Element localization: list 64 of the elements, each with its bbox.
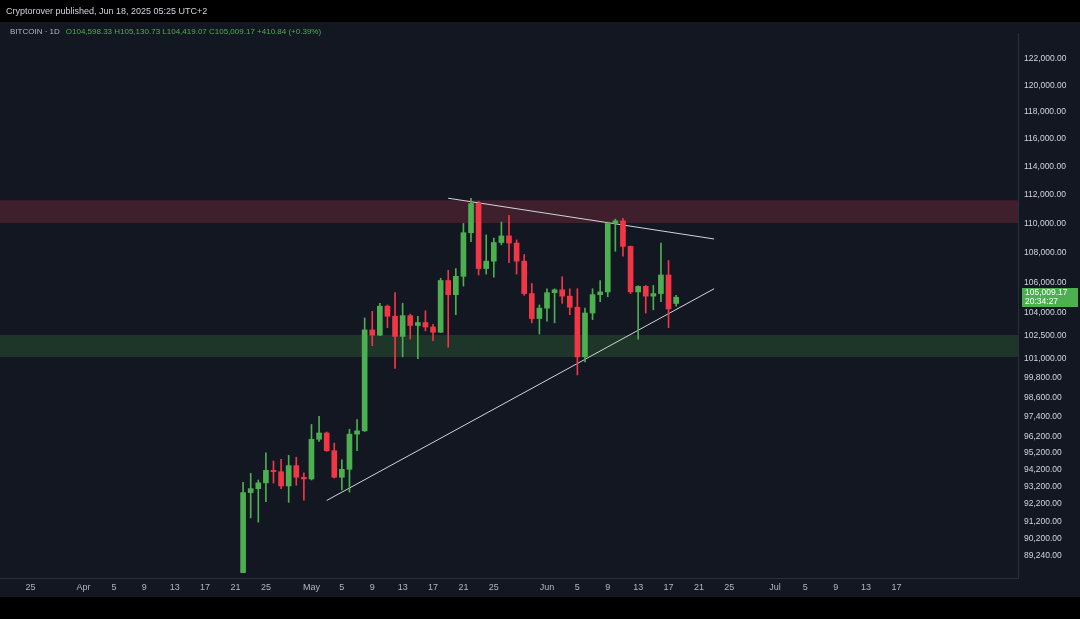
y-tick-label: 102,500.00 bbox=[1024, 330, 1067, 340]
y-tick-label: 106,000.00 bbox=[1024, 276, 1067, 287]
x-tick-label: 13 bbox=[169, 581, 180, 592]
chart-subtitle: O104,598.33 H105,130.73 L104,419.07 C105,009.17 +410.84 (+0.39%) bbox=[65, 27, 322, 36]
y-tick-label: 110,000.00 bbox=[1024, 217, 1067, 228]
x-tick-label: 21 bbox=[693, 581, 704, 592]
x-tick-label: 5 bbox=[339, 581, 345, 592]
x-tick-label: 21 bbox=[230, 581, 241, 592]
candlestick bbox=[445, 269, 452, 348]
x-tick-label: 17 bbox=[200, 581, 211, 592]
candlestick bbox=[369, 311, 376, 346]
candlestick bbox=[635, 285, 641, 340]
candlestick bbox=[506, 215, 512, 263]
candlestick bbox=[415, 315, 421, 359]
x-tick-label: 25 bbox=[488, 581, 499, 592]
x-tick-label: 5 bbox=[574, 581, 580, 592]
x-tick-label: 13 bbox=[633, 581, 644, 592]
x-tick-label: 5 bbox=[111, 581, 117, 592]
y-tick-label: 104,000.00 bbox=[1024, 306, 1067, 317]
y-tick-label: 114,000.00 bbox=[1024, 161, 1067, 172]
y-tick-label: 99,800.00 bbox=[1024, 372, 1063, 383]
y-tick-label: 96,200.00 bbox=[1024, 430, 1063, 441]
x-tick-label: Jun bbox=[539, 581, 555, 592]
y-tick-label: 120,000.00 bbox=[1024, 79, 1067, 90]
candlestick bbox=[597, 280, 603, 302]
y-tick-label: 91,200.00 bbox=[1024, 515, 1063, 526]
x-tick-label: Jul bbox=[769, 581, 781, 592]
x-tick-label: 25 bbox=[25, 581, 36, 592]
text: Cryptorover published, Jun 18, 2025 05:25 UTC+2 bbox=[6, 6, 208, 16]
x-tick-label: 9 bbox=[369, 581, 375, 592]
y-tick-label: 116,000.00 bbox=[1024, 133, 1067, 144]
x-tick-label: 9 bbox=[141, 581, 147, 592]
x-tick-label: 21 bbox=[458, 581, 469, 592]
x-tick-label: 9 bbox=[605, 581, 611, 592]
y-tick-label: 108,000.00 bbox=[1024, 246, 1067, 257]
y-tick-label: 112,000.00 bbox=[1024, 189, 1067, 200]
candlestick bbox=[559, 276, 566, 304]
y-tick-label: 94,200.00 bbox=[1024, 464, 1063, 475]
y-tick-label: 89,240.00 bbox=[1024, 550, 1063, 561]
y-tick-label: 93,200.00 bbox=[1024, 481, 1063, 492]
x-tick-label: May bbox=[302, 581, 321, 592]
chart-title: BITCOIN · 1D bbox=[10, 27, 60, 36]
x-tick-label: 5 bbox=[802, 581, 808, 592]
x-tick-label: 25 bbox=[260, 581, 271, 592]
x-tick-label: 13 bbox=[861, 581, 872, 592]
x-tick-label: 17 bbox=[663, 581, 674, 592]
y-tick-label: 95,200.00 bbox=[1024, 447, 1063, 458]
text: 20:34:27 bbox=[1025, 296, 1060, 307]
y-tick-label: 98,600.00 bbox=[1024, 391, 1063, 402]
x-tick-label: 17 bbox=[428, 581, 439, 592]
y-tick-label: 101,000.00 bbox=[1024, 353, 1067, 364]
y-tick-label: 97,400.00 bbox=[1024, 411, 1063, 422]
x-tick-label: 13 bbox=[397, 581, 408, 592]
y-tick-label: 90,200.00 bbox=[1024, 533, 1063, 544]
y-tick-label: 122,000.00 bbox=[1024, 53, 1067, 64]
x-tick-label: Apr bbox=[76, 581, 91, 592]
y-tick-label: 92,200.00 bbox=[1024, 498, 1063, 509]
x-tick-label: 17 bbox=[891, 581, 902, 592]
x-tick-label: 25 bbox=[724, 581, 735, 592]
text: 105,009.17 bbox=[1025, 286, 1069, 298]
candlestick bbox=[301, 472, 307, 501]
candlestick bbox=[483, 234, 490, 275]
y-tick-label: 118,000.00 bbox=[1024, 106, 1067, 117]
x-tick-label: 9 bbox=[833, 581, 839, 592]
